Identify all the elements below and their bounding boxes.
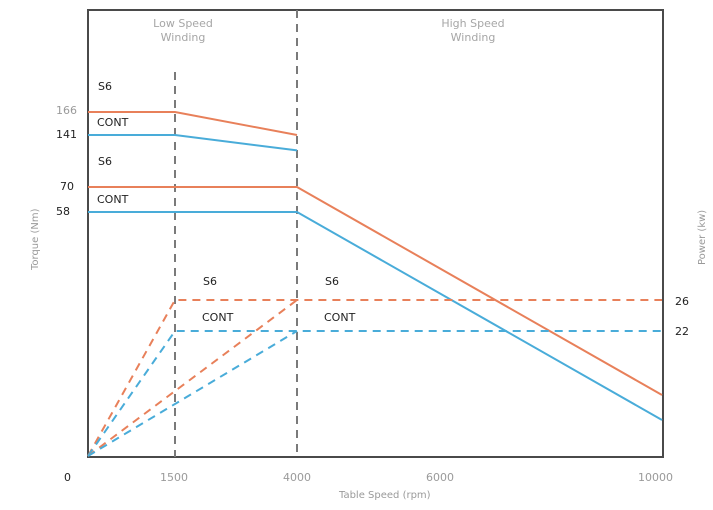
region-title-high-speed: High Speed Winding bbox=[433, 17, 513, 45]
series-label-cont-power-low: CONT bbox=[202, 311, 234, 324]
series-label-s6-high: S6 bbox=[98, 155, 112, 168]
plot-frame bbox=[87, 9, 664, 458]
series-line-power-s6-4 bbox=[87, 299, 662, 457]
y-tick-right-26: 26 bbox=[675, 295, 689, 308]
region-title-high-line1: High Speed bbox=[441, 17, 505, 30]
series-line-torque-s6-0 bbox=[88, 111, 298, 136]
x-tick-6000: 6000 bbox=[426, 471, 454, 484]
series-line-power-s6-6 bbox=[87, 299, 298, 457]
series-label-cont-power-high: CONT bbox=[324, 311, 356, 324]
x-tick-10000: 10000 bbox=[638, 471, 673, 484]
x-tick-1500: 1500 bbox=[160, 471, 188, 484]
y-tick-left-70: 70 bbox=[60, 180, 74, 193]
y-tick-left-166: 166 bbox=[56, 104, 77, 117]
y-axis-title-right: Power (kw) bbox=[697, 209, 708, 265]
x-tick-4000: 4000 bbox=[283, 471, 311, 484]
region-title-high-line2: Winding bbox=[450, 31, 496, 44]
y-tick-right-22: 22 bbox=[675, 325, 689, 338]
y-tick-left-58: 58 bbox=[56, 205, 70, 218]
series-label-cont-low: CONT bbox=[97, 116, 129, 129]
series-label-cont-high: CONT bbox=[97, 193, 129, 206]
y-axis-title-left: Torque (Nm) bbox=[30, 208, 41, 270]
y-tick-left-141: 141 bbox=[56, 128, 77, 141]
series-line-torque-s6-2 bbox=[88, 186, 663, 396]
series-line-torque-cont-1 bbox=[88, 134, 298, 152]
x-axis-title: Table Speed (rpm) bbox=[339, 490, 431, 501]
x-tick-0: 0 bbox=[64, 471, 71, 484]
series-line-torque-cont-3 bbox=[88, 211, 663, 421]
series-line-power-cont-5 bbox=[87, 330, 662, 457]
region-title-low-speed: Low Speed Winding bbox=[148, 17, 218, 45]
series-label-s6-low: S6 bbox=[98, 80, 112, 93]
series-line-power-cont-7 bbox=[87, 330, 298, 457]
region-title-low-line2: Winding bbox=[160, 31, 206, 44]
region-title-low-line1: Low Speed bbox=[153, 17, 213, 30]
series-label-s6-power-low: S6 bbox=[203, 275, 217, 288]
series-label-s6-power-high: S6 bbox=[325, 275, 339, 288]
